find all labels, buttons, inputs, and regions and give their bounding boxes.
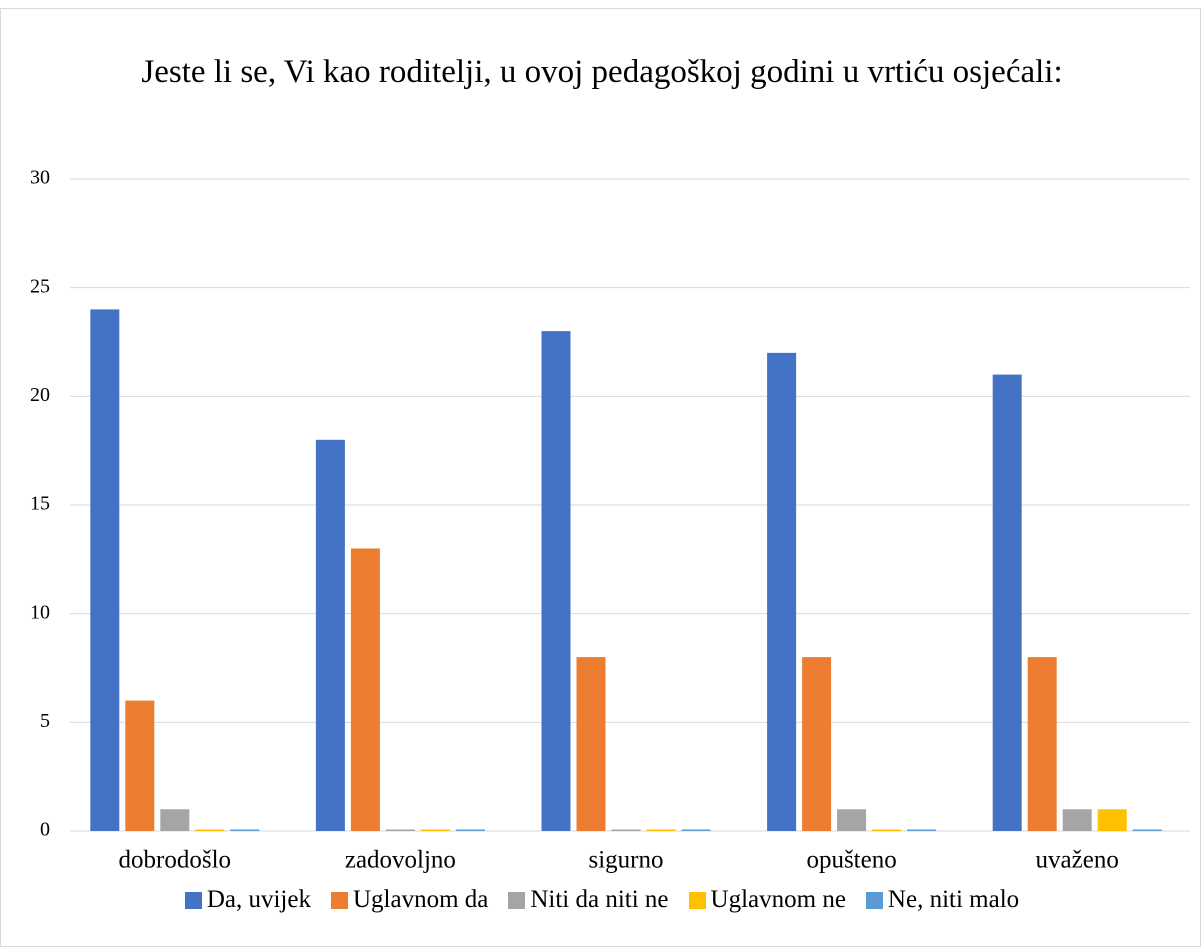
bar: [802, 657, 832, 831]
bar: [837, 809, 867, 831]
chart-title: Jeste li se, Vi kao roditelji, u ovoj pe…: [141, 54, 1063, 90]
legend-label: Niti da niti ne: [530, 886, 669, 913]
bar: [1027, 657, 1057, 831]
y-tick-label: 20: [30, 384, 50, 406]
bar: [872, 829, 902, 831]
bar: [315, 439, 345, 831]
y-tick-label: 15: [30, 493, 50, 515]
bar: [195, 829, 225, 831]
legend-swatch: [508, 891, 526, 909]
chart-frame: [0, 8, 1201, 947]
legend-label: Da, uvijek: [206, 886, 311, 913]
y-tick-label: 0: [40, 819, 50, 841]
x-tick-label: dobrodošlo: [119, 847, 232, 874]
y-tick-label: 25: [30, 275, 50, 297]
legend-swatch: [330, 891, 348, 909]
y-tick-label: 5: [40, 710, 50, 732]
legend-item: Da, uvijek: [184, 886, 311, 914]
bar: [1062, 809, 1092, 831]
legend-item: Niti da niti ne: [508, 886, 669, 914]
legend-label: Uglavnom ne: [710, 886, 846, 913]
bar: [907, 829, 937, 831]
x-tick-label: uvaženo: [1036, 847, 1119, 874]
legend-item: Uglavnom da: [330, 886, 489, 914]
bar: [420, 829, 450, 831]
bar: [541, 331, 571, 831]
legend-swatch: [865, 891, 883, 909]
bar: [681, 829, 711, 831]
legend: Da, uvijek Uglavnom da Niti da niti ne Ugla…: [0, 886, 1204, 914]
bar: [992, 374, 1022, 831]
bar: [1132, 829, 1162, 831]
x-tick-label: zadovoljno: [345, 847, 456, 874]
y-tick-label: 30: [30, 167, 50, 189]
bar: [160, 809, 190, 831]
bar: [350, 548, 380, 831]
y-tick-label: 10: [30, 601, 50, 623]
legend-swatch: [184, 891, 202, 909]
legend-label: Ne, niti malo: [887, 886, 1020, 913]
x-tick-label: sigurno: [589, 847, 664, 874]
bar: [646, 829, 676, 831]
bar: [385, 829, 415, 831]
bar: [767, 352, 797, 831]
legend-item: Uglavnom ne: [688, 886, 846, 914]
legend-item: Ne, niti malo: [865, 886, 1020, 914]
bar: [576, 657, 606, 831]
x-tick-label: opušteno: [806, 847, 896, 874]
legend-swatch: [688, 891, 706, 909]
bar: [230, 829, 260, 831]
bar: [125, 700, 155, 831]
bar: [1097, 809, 1127, 831]
bar: [90, 309, 120, 831]
legend-label: Uglavnom da: [352, 886, 489, 913]
bar: [455, 829, 485, 831]
bar: [611, 829, 641, 831]
